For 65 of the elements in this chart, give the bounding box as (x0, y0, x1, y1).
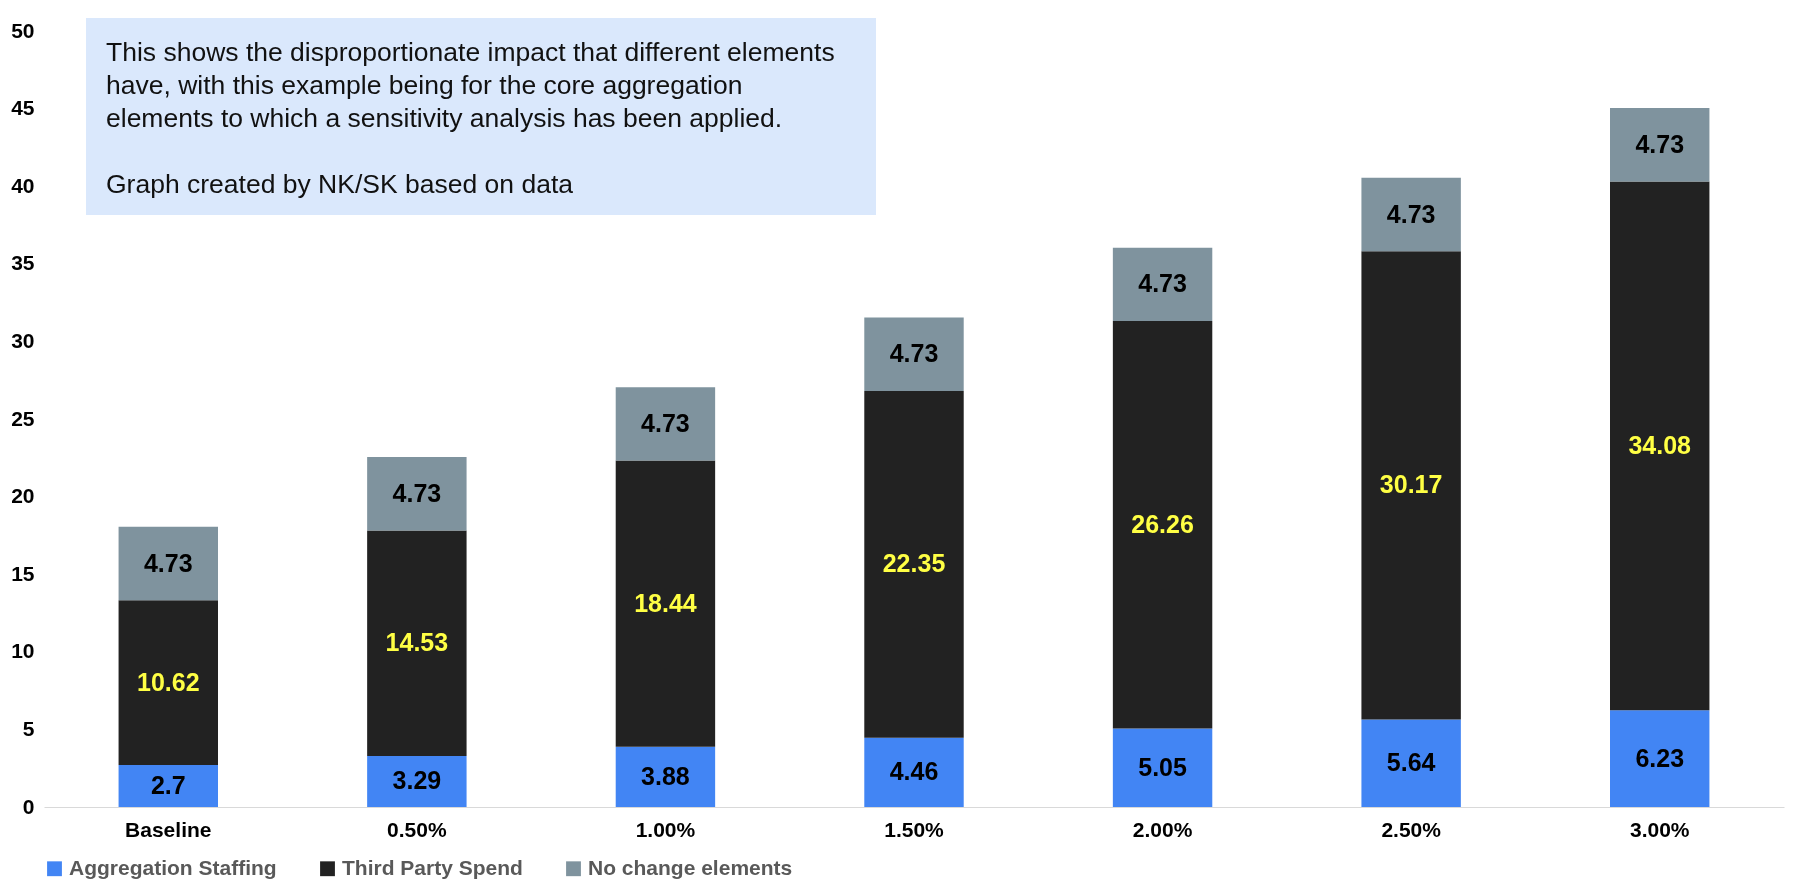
data-label: 34.08 (1628, 430, 1692, 459)
x-tick-label: Baseline (125, 817, 212, 841)
bar (1610, 710, 1710, 807)
bar (118, 526, 218, 601)
y-tick-label: 10 (11, 639, 35, 663)
y-tick-label: 50 (11, 18, 35, 42)
data-label: 4.46 (889, 757, 939, 786)
annotation: Graph created by NK/SK based on data (106, 168, 574, 201)
x-tick-label: 0.50% (387, 817, 447, 841)
data-label: 4.73 (1386, 199, 1436, 228)
bar (367, 457, 467, 531)
data-label: 3.29 (392, 766, 442, 795)
data-label: 10.62 (137, 667, 200, 696)
annotation: This shows the disproportionate impact that different elements have, with this example being for the core aggregation elements to which a sensitivity analysis has been applied. (106, 36, 836, 135)
bar (367, 755, 467, 807)
bar (864, 737, 964, 807)
data-label: 26.26 (1131, 509, 1194, 538)
y-tick-label: 5 (22, 716, 35, 740)
bar (367, 530, 467, 756)
data-label: 3.88 (641, 761, 690, 790)
bar (1361, 177, 1461, 252)
data-label: 5.05 (1138, 752, 1187, 781)
y-tick-label: 40 (11, 173, 35, 197)
data-label: 4.73 (641, 408, 690, 437)
x-tick-label: 1.00% (635, 817, 696, 841)
data-label: 14.53 (385, 628, 449, 657)
bar (1610, 181, 1710, 711)
legend-label: Aggregation Staffing (69, 855, 277, 879)
data-label: 2.7 (150, 771, 186, 800)
y-tick-label: 0 (22, 794, 35, 818)
bar (1112, 247, 1213, 322)
bar (864, 390, 964, 738)
y-tick-label: 20 (11, 484, 35, 508)
data-label: 4.73 (1635, 129, 1685, 158)
data-label: 4.73 (889, 339, 939, 368)
x-tick-label: 2.00% (1132, 817, 1193, 841)
data-label: 6.23 (1635, 743, 1685, 772)
data-label: 4.73 (392, 478, 442, 507)
y-tick-label: 45 (11, 96, 35, 120)
y-tick-label: 15 (11, 561, 35, 585)
bar (118, 765, 218, 807)
x-tick-label: 1.50% (884, 817, 945, 841)
bar (1361, 251, 1461, 720)
y-tick-label: 25 (11, 406, 35, 430)
bar (615, 460, 716, 747)
data-label: 18.44 (634, 588, 697, 617)
x-tick-label: 3.00% (1629, 817, 1690, 841)
legend-label: No change elements (588, 855, 793, 879)
bar (1610, 107, 1710, 182)
data-label: 5.64 (1386, 748, 1436, 777)
x-tick-label: 2.50% (1381, 817, 1442, 841)
bar (864, 317, 964, 391)
bar (1361, 719, 1461, 807)
data-label: 4.73 (1138, 269, 1187, 298)
data-label: 30.17 (1379, 470, 1443, 499)
bar (1112, 321, 1213, 729)
y-tick-label: 30 (11, 328, 35, 352)
legend-label: Third Party Spend (342, 855, 523, 879)
bar (1112, 728, 1213, 807)
data-label: 4.73 (143, 548, 193, 577)
bar (615, 387, 716, 461)
y-tick-label: 35 (11, 251, 35, 275)
bar (615, 746, 716, 807)
bar (118, 600, 218, 766)
data-label: 22.35 (882, 549, 946, 578)
